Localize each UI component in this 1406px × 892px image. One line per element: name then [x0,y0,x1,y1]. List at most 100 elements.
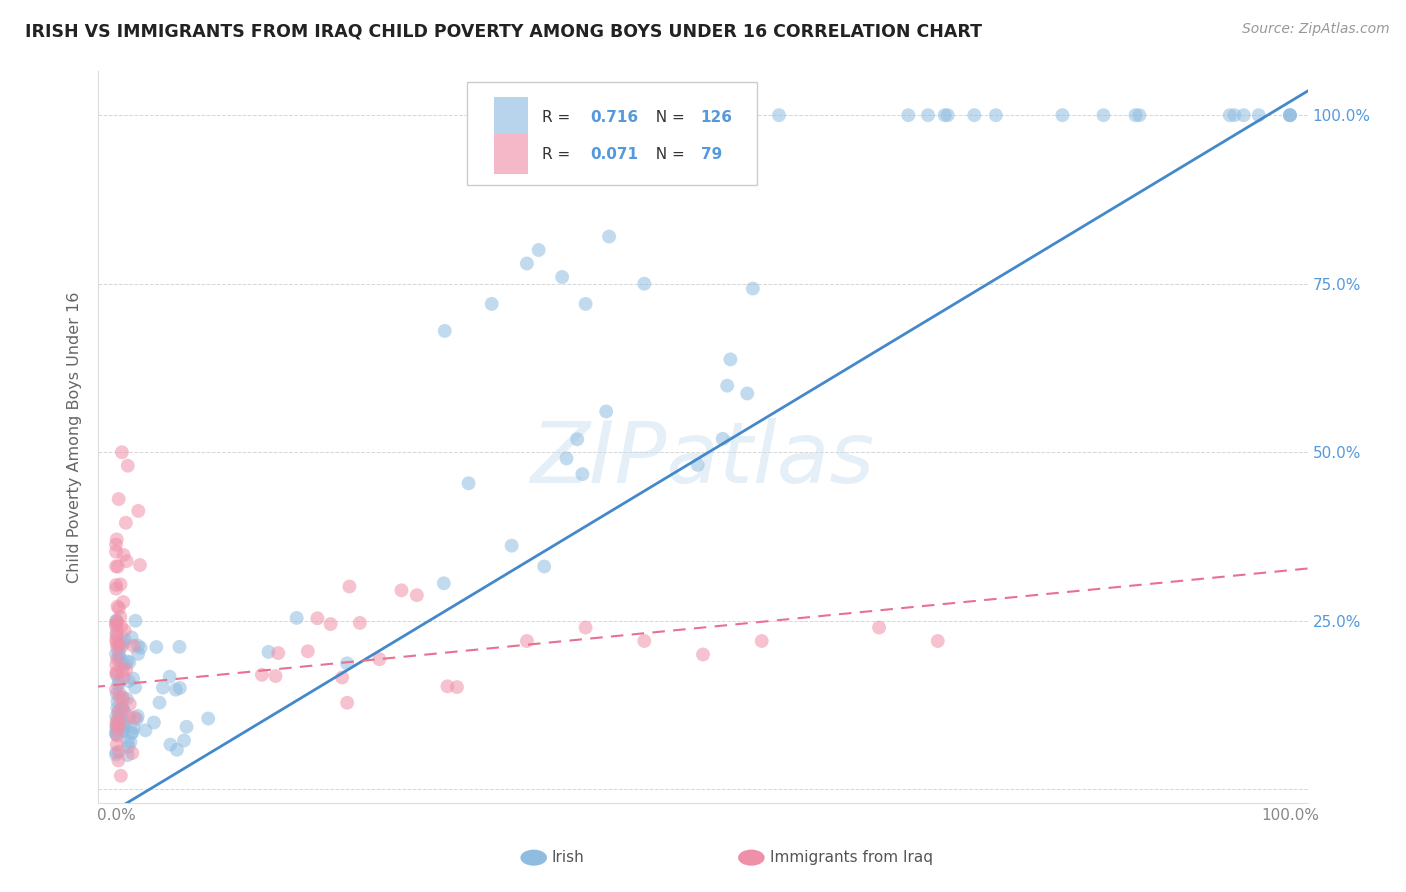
Point [125,712,148,726]
Point [107,678,129,692]
Point [115,691,138,706]
Point [330,671,353,685]
Point [339,580,361,594]
Point [576,108,599,122]
Point [108,601,131,615]
Point [105,640,128,655]
Point [117,673,139,688]
Point [735,386,758,401]
Point [605,108,627,122]
Point [105,720,128,734]
Point [105,666,128,681]
Point [297,644,319,658]
Point [917,108,939,122]
Point [267,646,290,660]
Point [264,669,287,683]
Point [516,634,538,648]
Point [368,652,391,666]
Point [319,617,342,632]
Point [105,738,128,752]
Point [633,277,655,291]
Point [108,686,131,700]
Point [1278,108,1301,122]
Text: 0.071: 0.071 [591,146,638,161]
Point [516,256,538,270]
Point [107,599,129,614]
Point [165,682,187,697]
Point [934,108,956,122]
Point [110,701,132,715]
Point [105,637,128,651]
Point [117,739,139,754]
Point [124,614,146,628]
Point [108,674,131,689]
Point [110,640,132,654]
Point [1125,108,1147,122]
Point [501,539,523,553]
Point [391,583,413,598]
Point [105,624,128,639]
Bar [494,134,527,174]
Point [336,696,359,710]
Point [110,619,132,633]
Point [111,723,134,738]
Point [405,588,427,602]
Text: N =: N = [647,146,690,161]
Point [114,718,136,732]
Point [718,352,741,367]
Point [1092,108,1115,122]
Point [110,657,132,672]
Point [120,726,142,740]
Point [159,738,181,752]
Point [692,648,714,662]
Point [897,108,920,122]
Point [111,701,134,715]
Bar [494,97,527,137]
Point [105,719,128,733]
Point [124,681,146,695]
Point [112,719,135,733]
Point [700,108,723,122]
Point [686,108,709,122]
Point [595,404,617,418]
FancyBboxPatch shape [467,82,758,185]
Point [567,432,589,446]
Point [110,609,132,624]
Point [1247,108,1270,122]
Point [598,229,620,244]
Point [551,270,574,285]
Point [108,690,131,705]
Point [107,491,129,506]
Point [122,672,145,686]
Text: 79: 79 [700,146,721,161]
Point [105,614,128,628]
Point [105,652,128,666]
Point [111,664,134,678]
Point [152,681,174,695]
Point [105,578,128,592]
Point [105,727,128,741]
Text: R =: R = [543,110,575,125]
Point [711,432,734,446]
Point [127,709,149,723]
Point [112,548,135,562]
Point [129,640,152,655]
Point [112,595,135,609]
Point [1219,108,1241,122]
Point [169,681,191,695]
Point [112,723,135,738]
Point [336,657,359,671]
Point [105,545,128,559]
Point [1223,108,1246,122]
Point [105,668,128,682]
Point [148,696,170,710]
Point [108,649,131,664]
Text: Source: ZipAtlas.com: Source: ZipAtlas.com [1241,22,1389,37]
Point [533,559,555,574]
Point [1278,108,1301,122]
Text: Immigrants from Iraq: Immigrants from Iraq [769,850,932,865]
Point [115,655,138,669]
Point [159,670,181,684]
Point [105,533,128,547]
Point [118,697,141,711]
